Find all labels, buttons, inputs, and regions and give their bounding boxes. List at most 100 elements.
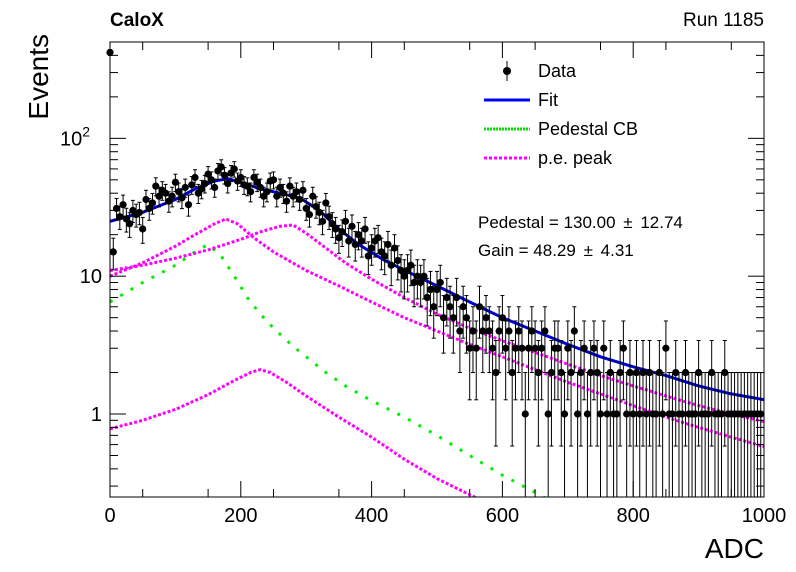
- data-marker: [338, 228, 346, 236]
- data-point: [744, 372, 752, 497]
- y-axis-label: Events: [23, 34, 54, 120]
- data-point: [354, 222, 363, 251]
- data-point: [488, 320, 497, 401]
- data-point: [538, 320, 546, 401]
- data-marker: [557, 368, 565, 377]
- data-marker: [247, 188, 255, 196]
- data-marker: [616, 368, 624, 377]
- data-point: [492, 340, 500, 447]
- data-point: [403, 254, 412, 293]
- annotation-gain-pm: ±: [584, 241, 593, 260]
- data-point: [632, 340, 641, 447]
- data-point: [557, 340, 565, 447]
- data-point: [211, 178, 219, 198]
- data-point: [469, 306, 477, 374]
- data-point: [737, 372, 745, 497]
- data-marker: [354, 231, 363, 239]
- data-point: [341, 209, 350, 236]
- data-marker: [312, 202, 320, 211]
- data-point: [747, 372, 755, 497]
- data-point: [361, 216, 369, 244]
- data-marker: [237, 173, 245, 182]
- x-tick-label: 400: [355, 505, 388, 527]
- run-label: Run 1185: [683, 10, 764, 31]
- data-point: [659, 372, 667, 497]
- data-marker: [570, 327, 578, 335]
- data-marker: [243, 182, 251, 190]
- data-point: [734, 372, 742, 497]
- data-point: [475, 285, 484, 339]
- data-marker: [626, 368, 634, 377]
- data-marker: [505, 327, 513, 335]
- data-point: [554, 320, 562, 401]
- data-point: [135, 201, 144, 226]
- data-marker: [485, 327, 493, 335]
- data-marker: [296, 195, 304, 204]
- data-marker: [541, 327, 549, 335]
- data-marker: [181, 183, 189, 192]
- data-point: [613, 372, 621, 497]
- data-marker: [708, 368, 716, 377]
- data-marker: [482, 314, 490, 322]
- data-marker: [253, 178, 261, 186]
- data-marker: [191, 173, 199, 182]
- data-point: [282, 191, 291, 213]
- annotation-gain: Gain = 48.29 ± 4.31: [478, 241, 634, 260]
- data-point: [688, 372, 696, 497]
- data-marker: [381, 252, 389, 260]
- data-point: [328, 212, 336, 238]
- data-point: [498, 295, 506, 354]
- data-marker: [142, 195, 150, 204]
- data-marker: [292, 188, 300, 196]
- data-point: [708, 340, 716, 447]
- data-marker: [423, 293, 431, 302]
- data-point: [338, 219, 346, 248]
- data-point: [515, 306, 523, 374]
- x-axis-label: ADC: [705, 533, 764, 564]
- data-marker: [332, 225, 340, 233]
- data-point: [583, 372, 592, 497]
- data-point: [502, 320, 510, 401]
- data-marker: [368, 244, 376, 252]
- data-marker: [407, 261, 415, 269]
- annotation-gain-error: 4.31: [601, 241, 634, 260]
- legend-label: Data: [538, 61, 577, 81]
- data-point: [645, 340, 654, 447]
- data-marker: [717, 410, 726, 418]
- data-point: [675, 372, 683, 497]
- data-point: [560, 372, 569, 497]
- data-point: [269, 171, 278, 190]
- data-point: [423, 277, 431, 327]
- data-marker: [276, 183, 284, 192]
- data-marker: [322, 199, 330, 207]
- data-points-layer: [106, 48, 765, 497]
- data-point: [430, 285, 438, 339]
- data-marker: [623, 410, 631, 418]
- data-marker: [374, 234, 382, 242]
- data-point: [335, 224, 343, 254]
- data-point: [139, 216, 147, 244]
- plot-frame: [109, 41, 765, 498]
- data-point: [639, 340, 647, 447]
- data-point: [616, 340, 624, 447]
- data-marker: [593, 368, 601, 377]
- data-point: [603, 372, 611, 497]
- data-point: [394, 245, 402, 281]
- annotation-gain-value: Gain = 48.29: [478, 241, 576, 260]
- data-point: [217, 159, 225, 176]
- data-marker: [462, 314, 471, 322]
- data-marker: [263, 188, 271, 196]
- data-point: [381, 241, 389, 276]
- data-marker: [564, 344, 572, 352]
- data-point: [596, 372, 605, 497]
- data-marker: [479, 327, 487, 335]
- x-tick-label: 600: [486, 505, 519, 527]
- legend-label: Fit: [538, 90, 558, 110]
- data-point: [312, 196, 320, 219]
- data-marker: [583, 410, 592, 418]
- data-marker: [590, 344, 598, 352]
- data-marker: [413, 272, 421, 280]
- data-point: [681, 340, 690, 447]
- data-marker: [302, 204, 310, 213]
- series-p-e-peak-curve: [110, 217, 764, 449]
